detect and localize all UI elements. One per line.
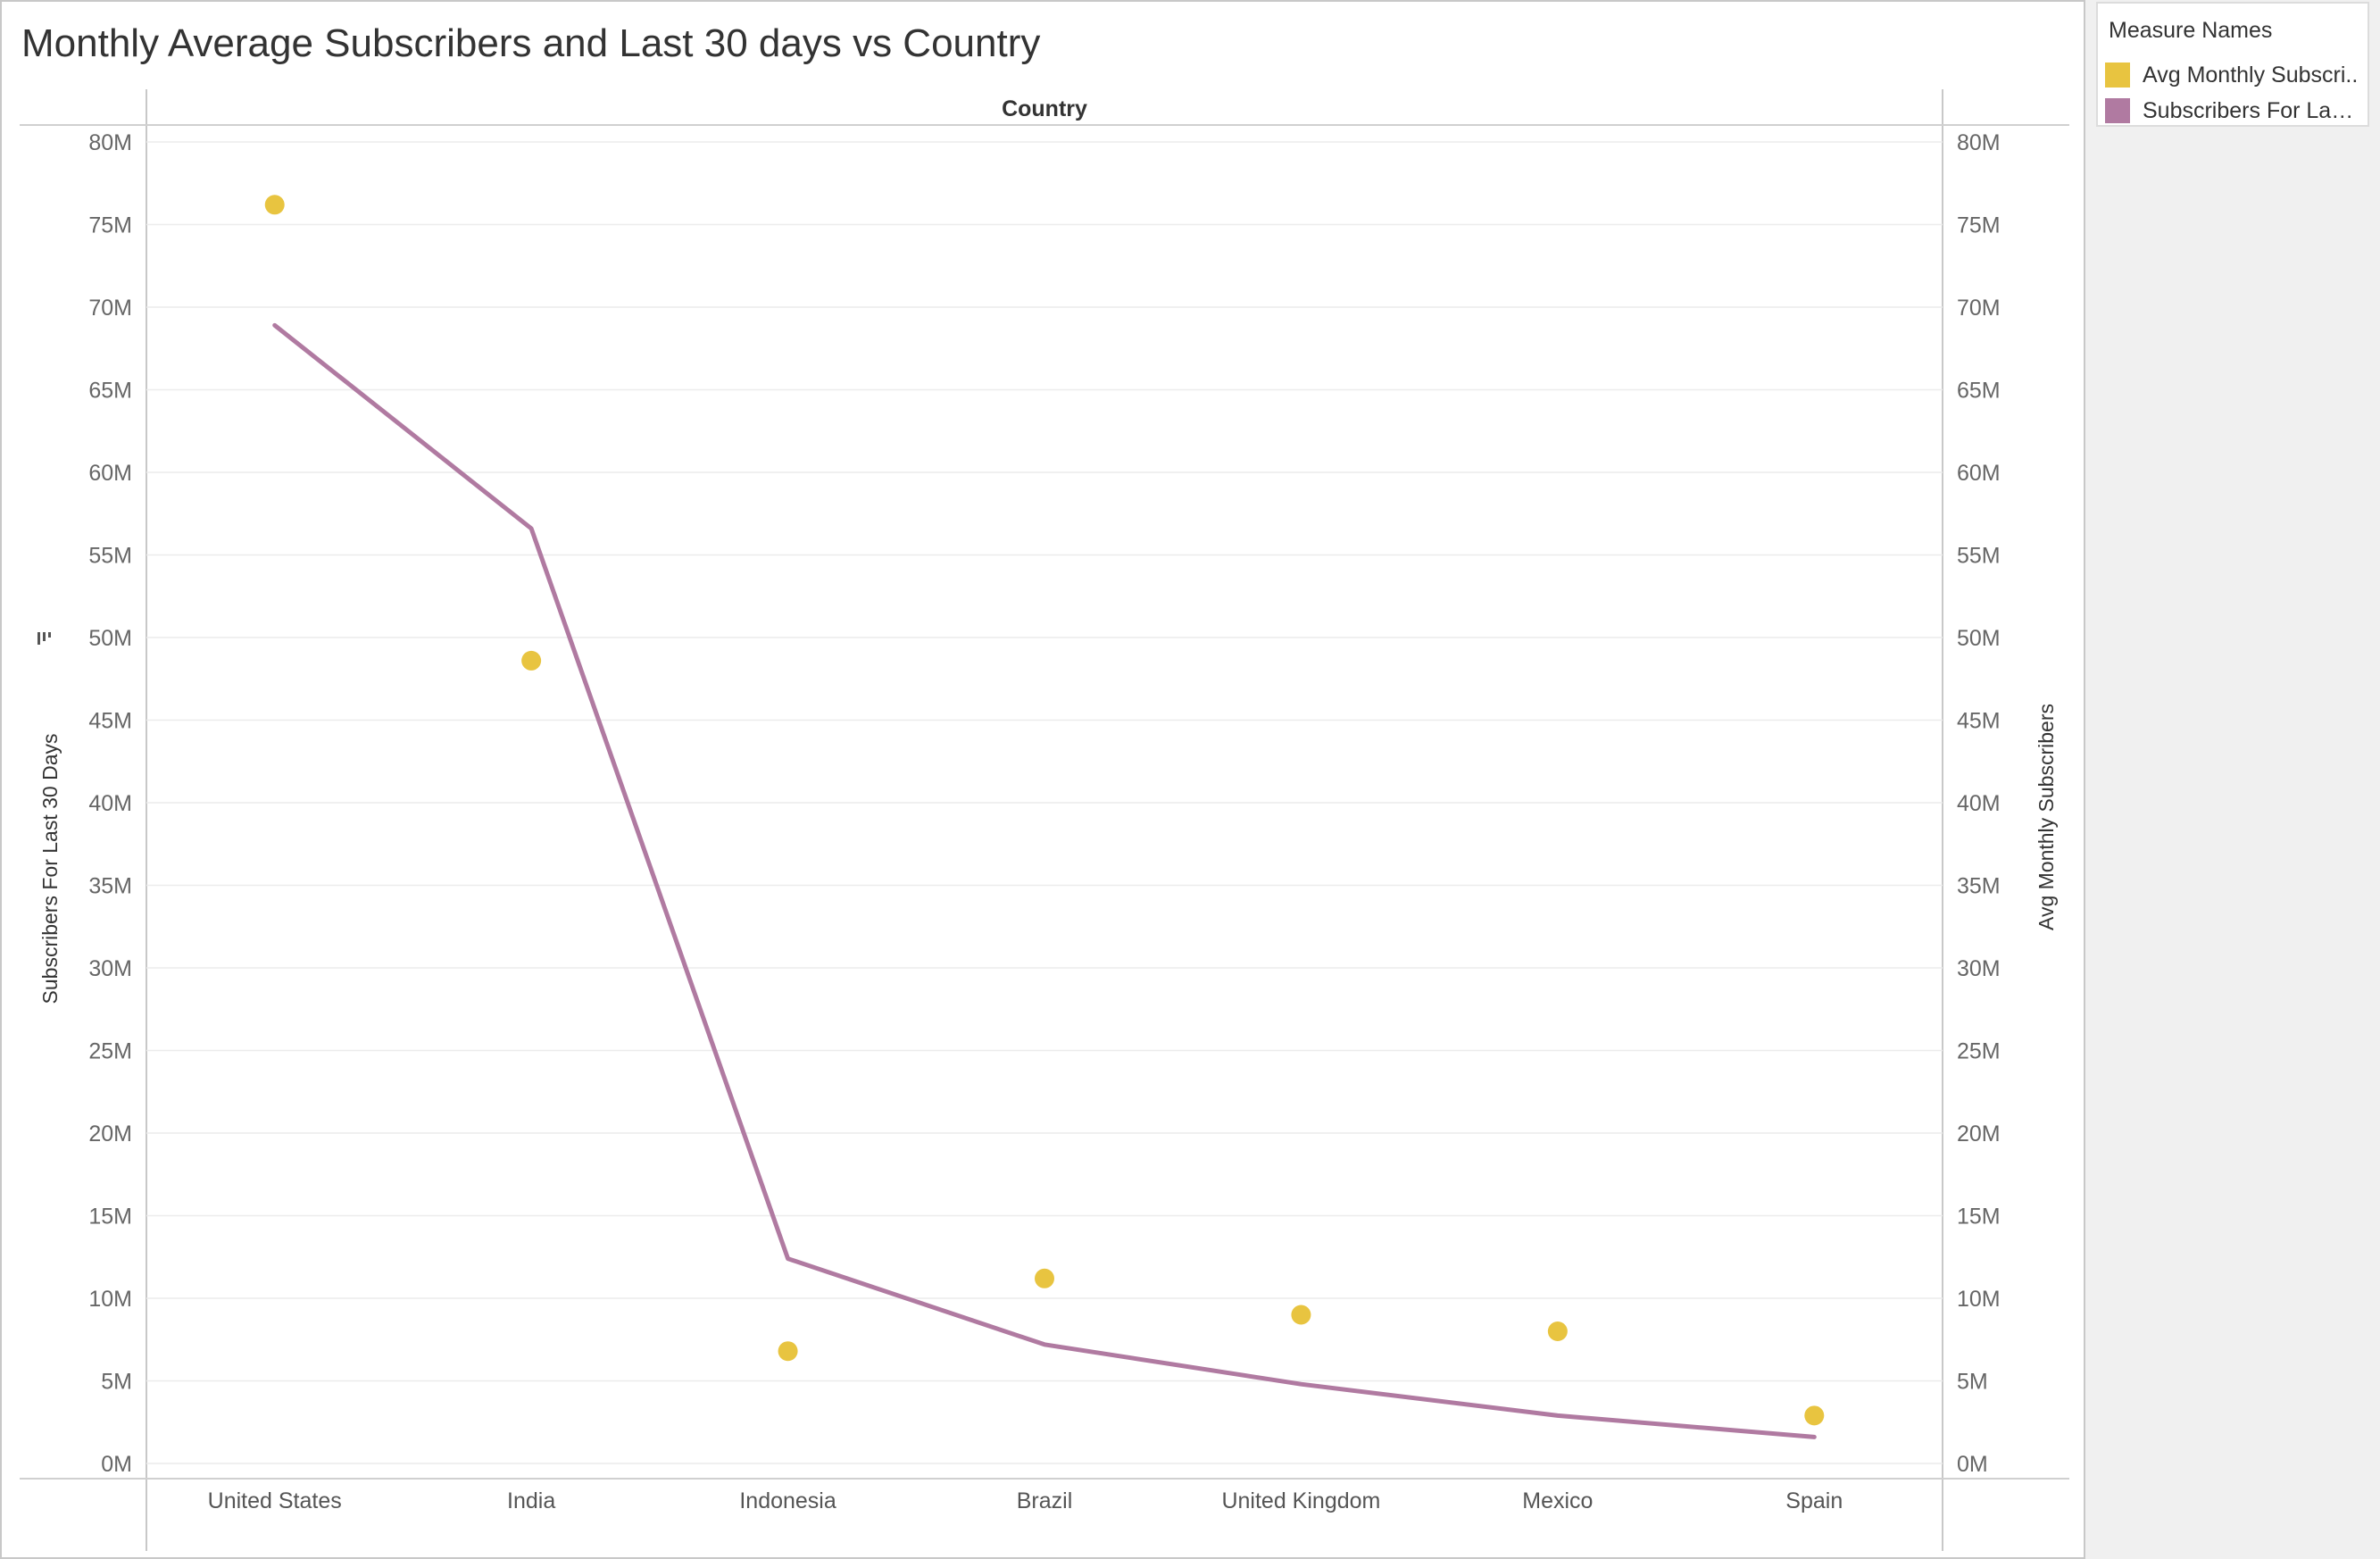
x-tick-label: United States xyxy=(208,1488,342,1513)
y-tick-left: 0M xyxy=(101,1452,132,1477)
y-tick-left: 60M xyxy=(88,461,132,486)
legend[interactable]: Measure Names Avg Monthly Subscri.. Subs… xyxy=(2096,2,2369,127)
y-tick-right: 45M xyxy=(1957,709,2001,734)
y-tick-right: 50M xyxy=(1957,626,2001,651)
series-line-last-30-days xyxy=(272,322,1817,1439)
legend-item-last-30-days[interactable]: Subscribers For Last .. xyxy=(2105,96,2364,127)
x-tick-label: United Kingdom xyxy=(1221,1488,1380,1513)
y-tick-left: 45M xyxy=(88,709,132,734)
x-tick-label: Mexico xyxy=(1522,1488,1593,1513)
chart-area: Country 0M 0M 5M 5M 10M 10M 15M 15M 20M 20M 25M 25M 3… xyxy=(20,89,2069,1551)
y-tick-right: 55M xyxy=(1957,544,2001,569)
data-point-avg-monthly xyxy=(264,195,285,215)
x-tick-label: Spain xyxy=(1785,1488,1843,1513)
y-tick-left: 80M xyxy=(88,130,132,155)
y-tick-right: 80M xyxy=(1957,130,2001,155)
y-tick-left: 55M xyxy=(88,544,132,569)
column-header-country: Country xyxy=(1002,96,1087,121)
legend-label-last-30-days: Subscribers For Last .. xyxy=(2143,98,2362,123)
y-tick-left: 75M xyxy=(88,213,132,238)
y-tick-left: 5M xyxy=(101,1370,132,1395)
legend-label-avg-monthly: Avg Monthly Subscri.. xyxy=(2143,63,2359,88)
y-axis-title-left: Subscribers For Last 30 Days xyxy=(38,734,62,1005)
data-point-avg-monthly xyxy=(1804,1405,1825,1426)
y-tick-right: 30M xyxy=(1957,956,2001,981)
y-tick-right: 5M xyxy=(1957,1370,1988,1395)
y-tick-right: 15M xyxy=(1957,1205,2001,1230)
y-tick-right: 60M xyxy=(1957,461,2001,486)
y-tick-right: 25M xyxy=(1957,1039,2001,1064)
y-tick-left: 15M xyxy=(88,1205,132,1230)
worksheet: Monthly Average Subscribers and Last 30 … xyxy=(0,0,2085,1559)
y-tick-left: 20M xyxy=(88,1121,132,1146)
y-tick-left: 25M xyxy=(88,1039,132,1064)
x-tick-label: India xyxy=(507,1488,555,1513)
y-tick-right: 20M xyxy=(1957,1121,2001,1146)
y-tick-right: 35M xyxy=(1957,874,2001,899)
x-tick-label: Indonesia xyxy=(739,1488,836,1513)
legend-panel-background xyxy=(2085,0,2380,1559)
data-point-avg-monthly xyxy=(1547,1321,1568,1341)
data-point-avg-monthly xyxy=(778,1341,798,1362)
y-tick-left: 30M xyxy=(88,956,132,981)
y-tick-right: 75M xyxy=(1957,213,2001,238)
y-tick-left: 10M xyxy=(88,1287,132,1312)
y-tick-left: 65M xyxy=(88,379,132,404)
legend-swatch-avg-monthly xyxy=(2105,63,2130,88)
y-tick-right: 40M xyxy=(1957,791,2001,816)
y-tick-left: 35M xyxy=(88,874,132,899)
y-tick-left: 50M xyxy=(88,626,132,651)
y-tick-left: 70M xyxy=(88,296,132,321)
x-tick-label: Brazil xyxy=(1017,1488,1073,1513)
legend-title: Measure Names xyxy=(2109,18,2273,43)
legend-item-avg-monthly[interactable]: Avg Monthly Subscri.. xyxy=(2105,61,2364,91)
y-tick-left: 40M xyxy=(88,791,132,816)
sort-icon xyxy=(37,632,51,645)
data-point-avg-monthly xyxy=(1291,1305,1311,1325)
y-tick-right: 0M xyxy=(1957,1452,1988,1477)
data-point-avg-monthly xyxy=(1035,1268,1054,1288)
data-point-avg-monthly xyxy=(521,650,542,671)
chart-title: Monthly Average Subscribers and Last 30 … xyxy=(21,21,1041,65)
legend-swatch-last-30-days xyxy=(2105,98,2130,123)
y-axis-title-right: Avg Monthly Subscribers xyxy=(2035,704,2058,930)
y-tick-right: 10M xyxy=(1957,1287,2001,1312)
y-tick-right: 65M xyxy=(1957,379,2001,404)
y-tick-right: 70M xyxy=(1957,296,2001,321)
